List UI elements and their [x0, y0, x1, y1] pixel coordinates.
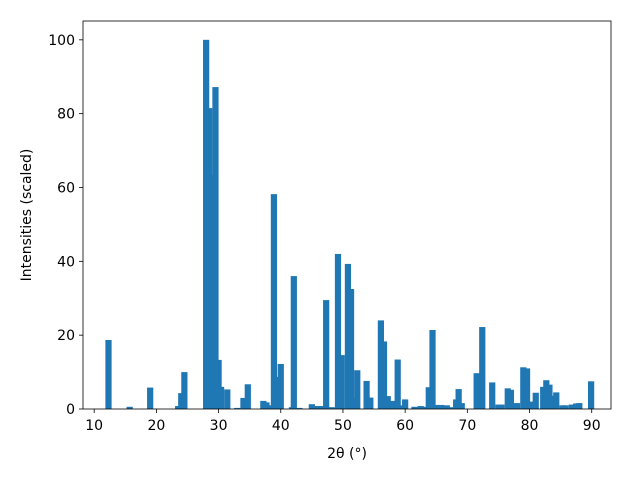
bar — [532, 392, 539, 409]
x-tick-label: 80 — [521, 418, 539, 434]
bar — [217, 386, 225, 409]
bar — [347, 289, 355, 409]
bar — [354, 370, 361, 409]
x-tick-label: 60 — [396, 418, 414, 434]
bar — [212, 87, 219, 410]
bar — [363, 380, 370, 409]
bar — [126, 406, 133, 409]
bar — [384, 396, 391, 409]
bar — [240, 397, 247, 409]
bar — [296, 407, 303, 409]
bar — [433, 404, 440, 409]
bar — [334, 253, 342, 409]
x-tick-label: 10 — [85, 418, 103, 434]
bar — [489, 382, 496, 409]
bar — [394, 359, 401, 409]
bar — [523, 368, 531, 409]
y-tick-label: 80 — [57, 107, 75, 123]
x-tick-label: 30 — [210, 418, 228, 434]
bar — [147, 387, 154, 409]
bar — [234, 407, 241, 409]
bar — [507, 389, 514, 409]
bar — [438, 404, 445, 409]
bar — [473, 373, 480, 409]
bar — [520, 367, 527, 409]
bar — [274, 376, 281, 409]
x-axis-label: 2θ (°) — [327, 446, 367, 462]
x-tick-label: 50 — [334, 418, 352, 434]
bar — [277, 363, 284, 409]
bar — [181, 372, 188, 409]
bar — [328, 407, 335, 409]
bar — [260, 400, 267, 409]
y-tick-label: 100 — [48, 33, 75, 49]
bar — [263, 402, 270, 409]
bar — [446, 407, 454, 409]
bar — [528, 401, 536, 409]
bar — [553, 392, 560, 409]
bar — [338, 355, 345, 409]
bar — [562, 405, 569, 409]
y-tick-label: 40 — [57, 254, 75, 270]
bar — [389, 400, 396, 409]
y-axis-label: Intensities (scaled) — [19, 149, 35, 282]
bar — [573, 403, 580, 409]
bar — [550, 395, 557, 409]
bar — [351, 397, 358, 409]
bar — [576, 403, 583, 409]
bar — [402, 399, 409, 409]
y-tick-label: 60 — [57, 180, 75, 196]
bar — [267, 405, 274, 409]
bar — [398, 405, 405, 409]
bar — [458, 403, 465, 409]
bar — [367, 397, 374, 409]
bar — [380, 341, 388, 409]
bar — [411, 406, 418, 409]
plot-frame — [82, 20, 612, 410]
bar — [479, 327, 486, 409]
x-tick-label: 40 — [272, 418, 290, 434]
bar — [429, 329, 436, 409]
bar — [244, 384, 251, 409]
y-tick-label: 0 — [66, 402, 75, 418]
bar — [546, 384, 553, 409]
bar — [290, 276, 297, 409]
x-tick-label: 20 — [147, 418, 165, 434]
bar — [224, 389, 231, 409]
bar — [270, 194, 278, 409]
bar — [568, 404, 575, 409]
bar — [417, 406, 424, 409]
x-tick-label: 90 — [583, 418, 601, 434]
x-tick-label: 70 — [458, 418, 476, 434]
bar — [455, 389, 462, 409]
bar — [308, 404, 315, 409]
bar — [318, 406, 325, 409]
bar — [105, 339, 112, 409]
bar — [215, 359, 222, 409]
bar — [513, 403, 521, 409]
bar — [587, 381, 595, 409]
bar — [498, 404, 505, 409]
bar — [425, 387, 432, 409]
bar — [323, 300, 330, 409]
y-tick-label: 20 — [57, 328, 75, 344]
